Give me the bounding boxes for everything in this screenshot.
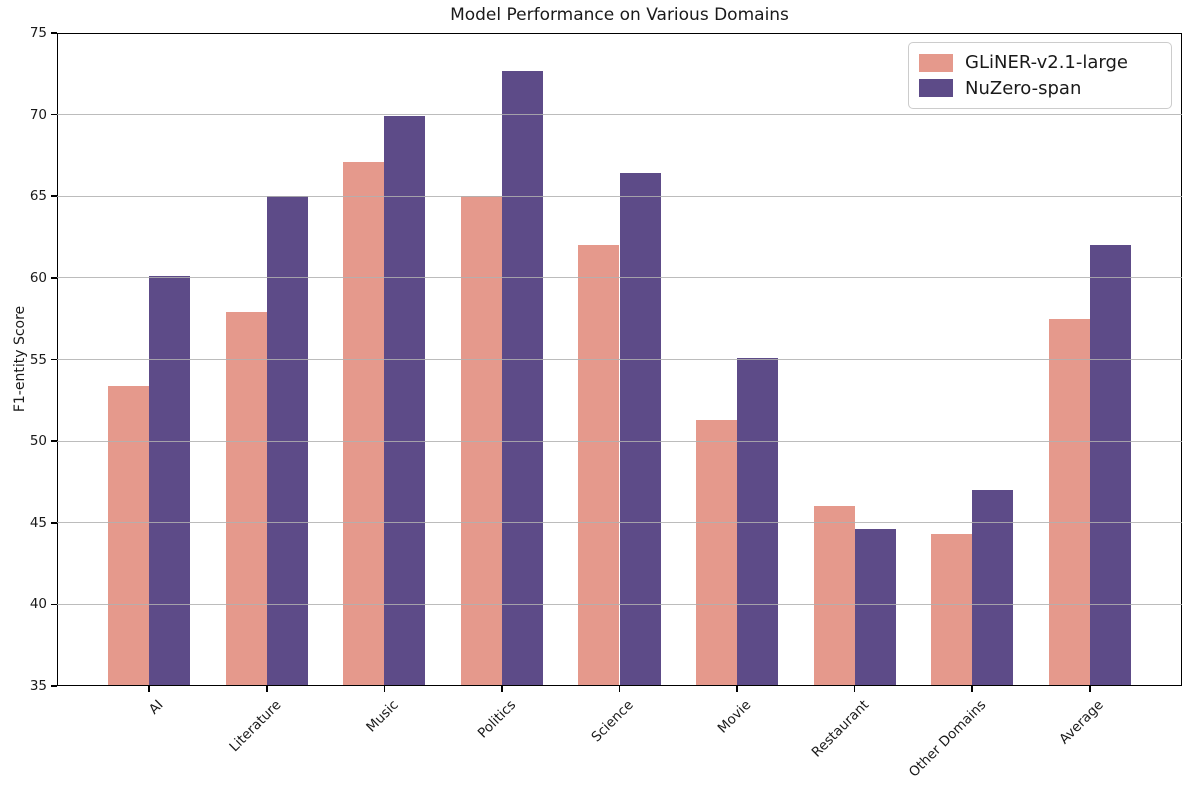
bar-NuZero-span-Other Domains xyxy=(972,490,1014,685)
y-tick-label-35: 35 xyxy=(29,678,47,694)
y-tick-mark-40 xyxy=(51,603,57,606)
x-tick-label-Music: Music xyxy=(363,697,402,736)
y-tick-mark-60 xyxy=(51,277,57,279)
y-tick-mark-55 xyxy=(51,358,57,361)
gridline-y-65 xyxy=(57,195,1182,197)
x-tick-label-Restaurant: Restaurant xyxy=(808,697,872,761)
x-tick-mark-AI xyxy=(148,686,151,692)
y-tick-mark-65 xyxy=(51,195,57,198)
y-tick-mark-75 xyxy=(51,32,57,34)
legend-row-GLiNER-v2.1-large: GLiNER-v2.1-large xyxy=(919,52,1161,73)
bar-NuZero-span-Movie xyxy=(737,357,779,685)
bar-GLiNER-v2.1-large-Music xyxy=(343,162,385,685)
gridline-y-60 xyxy=(57,277,1182,279)
bar-GLiNER-v2.1-large-Average xyxy=(1048,318,1090,685)
y-tick-mark-70 xyxy=(51,113,57,116)
bar-NuZero-span-AI xyxy=(149,276,191,685)
y-tick-mark-35 xyxy=(51,685,57,687)
x-tick-mark-Politics xyxy=(501,686,503,692)
bar-NuZero-span-Science xyxy=(619,173,661,685)
gridline-y-40 xyxy=(57,603,1182,605)
y-tick-label-75: 75 xyxy=(29,25,47,41)
x-tick-label-AI: AI xyxy=(145,697,167,718)
legend-row-NuZero-span: NuZero-span xyxy=(919,78,1161,99)
y-tick-label-50: 50 xyxy=(29,433,47,450)
y-tick-label-70: 70 xyxy=(29,106,47,123)
bar-NuZero-span-Music xyxy=(384,116,426,685)
gridline-y-55 xyxy=(57,358,1182,361)
y-tick-label-55: 55 xyxy=(29,351,47,368)
gridline-y-50 xyxy=(57,440,1182,442)
y-tick-label-60: 60 xyxy=(29,269,47,286)
bar-GLiNER-v2.1-large-Restaurant xyxy=(813,506,855,685)
bar-NuZero-span-Politics xyxy=(501,70,543,685)
y-tick-mark-45 xyxy=(51,521,57,524)
bar-GLiNER-v2.1-large-Literature xyxy=(225,312,267,685)
x-tick-mark-Music xyxy=(383,686,386,692)
legend-label: NuZero-span xyxy=(965,77,1082,99)
legend-swatch-icon xyxy=(919,79,953,98)
y-tick-label-45: 45 xyxy=(29,514,47,531)
x-tick-mark-Movie xyxy=(736,686,738,692)
x-tick-label-Average: Average xyxy=(1056,697,1108,748)
y-tick-label-65: 65 xyxy=(29,188,47,205)
x-tick-label-Other Domains: Other Domains xyxy=(906,697,990,781)
gridline-y-70 xyxy=(57,114,1182,116)
legend-swatch-icon xyxy=(919,53,953,72)
bar-GLiNER-v2.1-large-Movie xyxy=(695,419,737,685)
legend: GLiNER-v2.1-large NuZero-span xyxy=(908,42,1172,109)
bar-GLiNER-v2.1-large-AI xyxy=(108,385,150,685)
x-tick-label-Politics: Politics xyxy=(474,697,520,742)
bar-GLiNER-v2.1-large-Other Domains xyxy=(931,534,973,685)
y-tick-mark-50 xyxy=(51,440,57,442)
bar-NuZero-span-Average xyxy=(1089,245,1131,685)
x-tick-mark-Average xyxy=(1088,686,1091,692)
x-tick-mark-Other Domains xyxy=(971,686,974,692)
bar-GLiNER-v2.1-large-Science xyxy=(578,245,620,685)
x-tick-label-Science: Science xyxy=(588,697,637,746)
x-tick-mark-Literature xyxy=(265,686,268,692)
y-tick-label-40: 40 xyxy=(29,596,47,613)
bar-NuZero-span-Restaurant xyxy=(854,529,896,685)
x-tick-label-Literature: Literature xyxy=(226,697,285,756)
gridline-y-45 xyxy=(57,522,1182,524)
x-tick-mark-Science xyxy=(618,686,621,692)
x-tick-label-Movie: Movie xyxy=(714,697,755,737)
x-tick-mark-Restaurant xyxy=(853,686,856,692)
legend-label: GLiNER-v2.1-large xyxy=(965,52,1128,74)
chart-title: Model Performance on Various Domains xyxy=(450,5,789,25)
